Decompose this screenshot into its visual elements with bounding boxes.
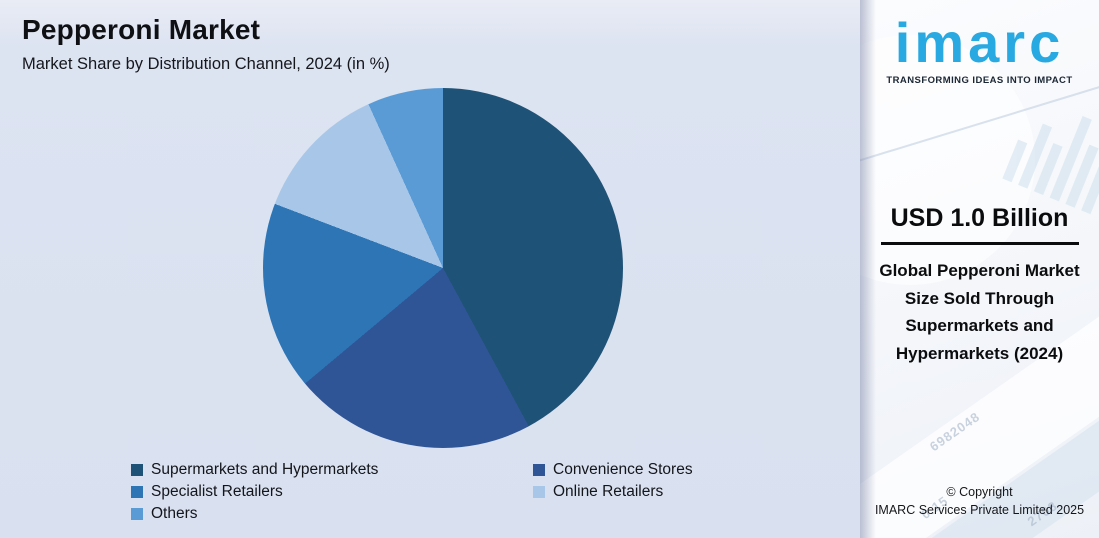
legend-swatch <box>131 464 143 476</box>
copyright-line2: IMARC Services Private Limited 2025 <box>874 502 1085 517</box>
pie-legend: Supermarkets and Hypermarkets Convenienc… <box>131 459 693 525</box>
legend-item: Supermarkets and Hypermarkets <box>131 459 533 481</box>
legend-label: Specialist Retailers <box>151 483 283 500</box>
pie-chart <box>263 88 623 448</box>
legend-item: Specialist Retailers <box>131 481 533 503</box>
copyright: © Copyright IMARC Services Private Limit… <box>860 483 1099 519</box>
imarc-logo-tagline: TRANSFORMING IDEAS INTO IMPACT <box>886 74 1073 86</box>
legend-label: Supermarkets and Hypermarkets <box>151 461 379 478</box>
panel-edge-shadow <box>860 0 876 538</box>
legend-item: Others <box>131 503 533 525</box>
legend-swatch <box>533 464 545 476</box>
brand-panel: 6982048 0.15 2768 imarc TRANSFORMING IDE… <box>860 0 1099 538</box>
legend-label: Online Retailers <box>553 483 664 500</box>
legend-swatch <box>533 486 545 498</box>
stat-divider <box>880 242 1079 245</box>
legend-swatch <box>131 486 143 498</box>
legend-swatch <box>131 508 143 520</box>
page-subtitle: Market Share by Distribution Channel, 20… <box>22 55 390 73</box>
imarc-logo-wordmark: imarc <box>894 11 1065 74</box>
stat-block: USD 1.0 Billion Global Pepperoni Market … <box>860 204 1099 367</box>
legend-label: Others <box>151 505 198 522</box>
legend-label: Convenience Stores <box>553 461 693 478</box>
page-title: Pepperoni Market <box>22 14 261 45</box>
copyright-line1: © Copyright <box>946 484 1013 499</box>
chart-panel: Pepperoni Market Market Share by Distrib… <box>0 0 868 538</box>
legend-item: Online Retailers <box>533 481 693 503</box>
stat-description: Global Pepperoni Market Size Sold Throug… <box>879 261 1080 363</box>
stat-value: USD 1.0 Billion <box>890 204 1069 232</box>
legend-item: Convenience Stores <box>533 459 693 481</box>
imarc-logo: imarc TRANSFORMING IDEAS INTO IMPACT <box>860 11 1099 86</box>
